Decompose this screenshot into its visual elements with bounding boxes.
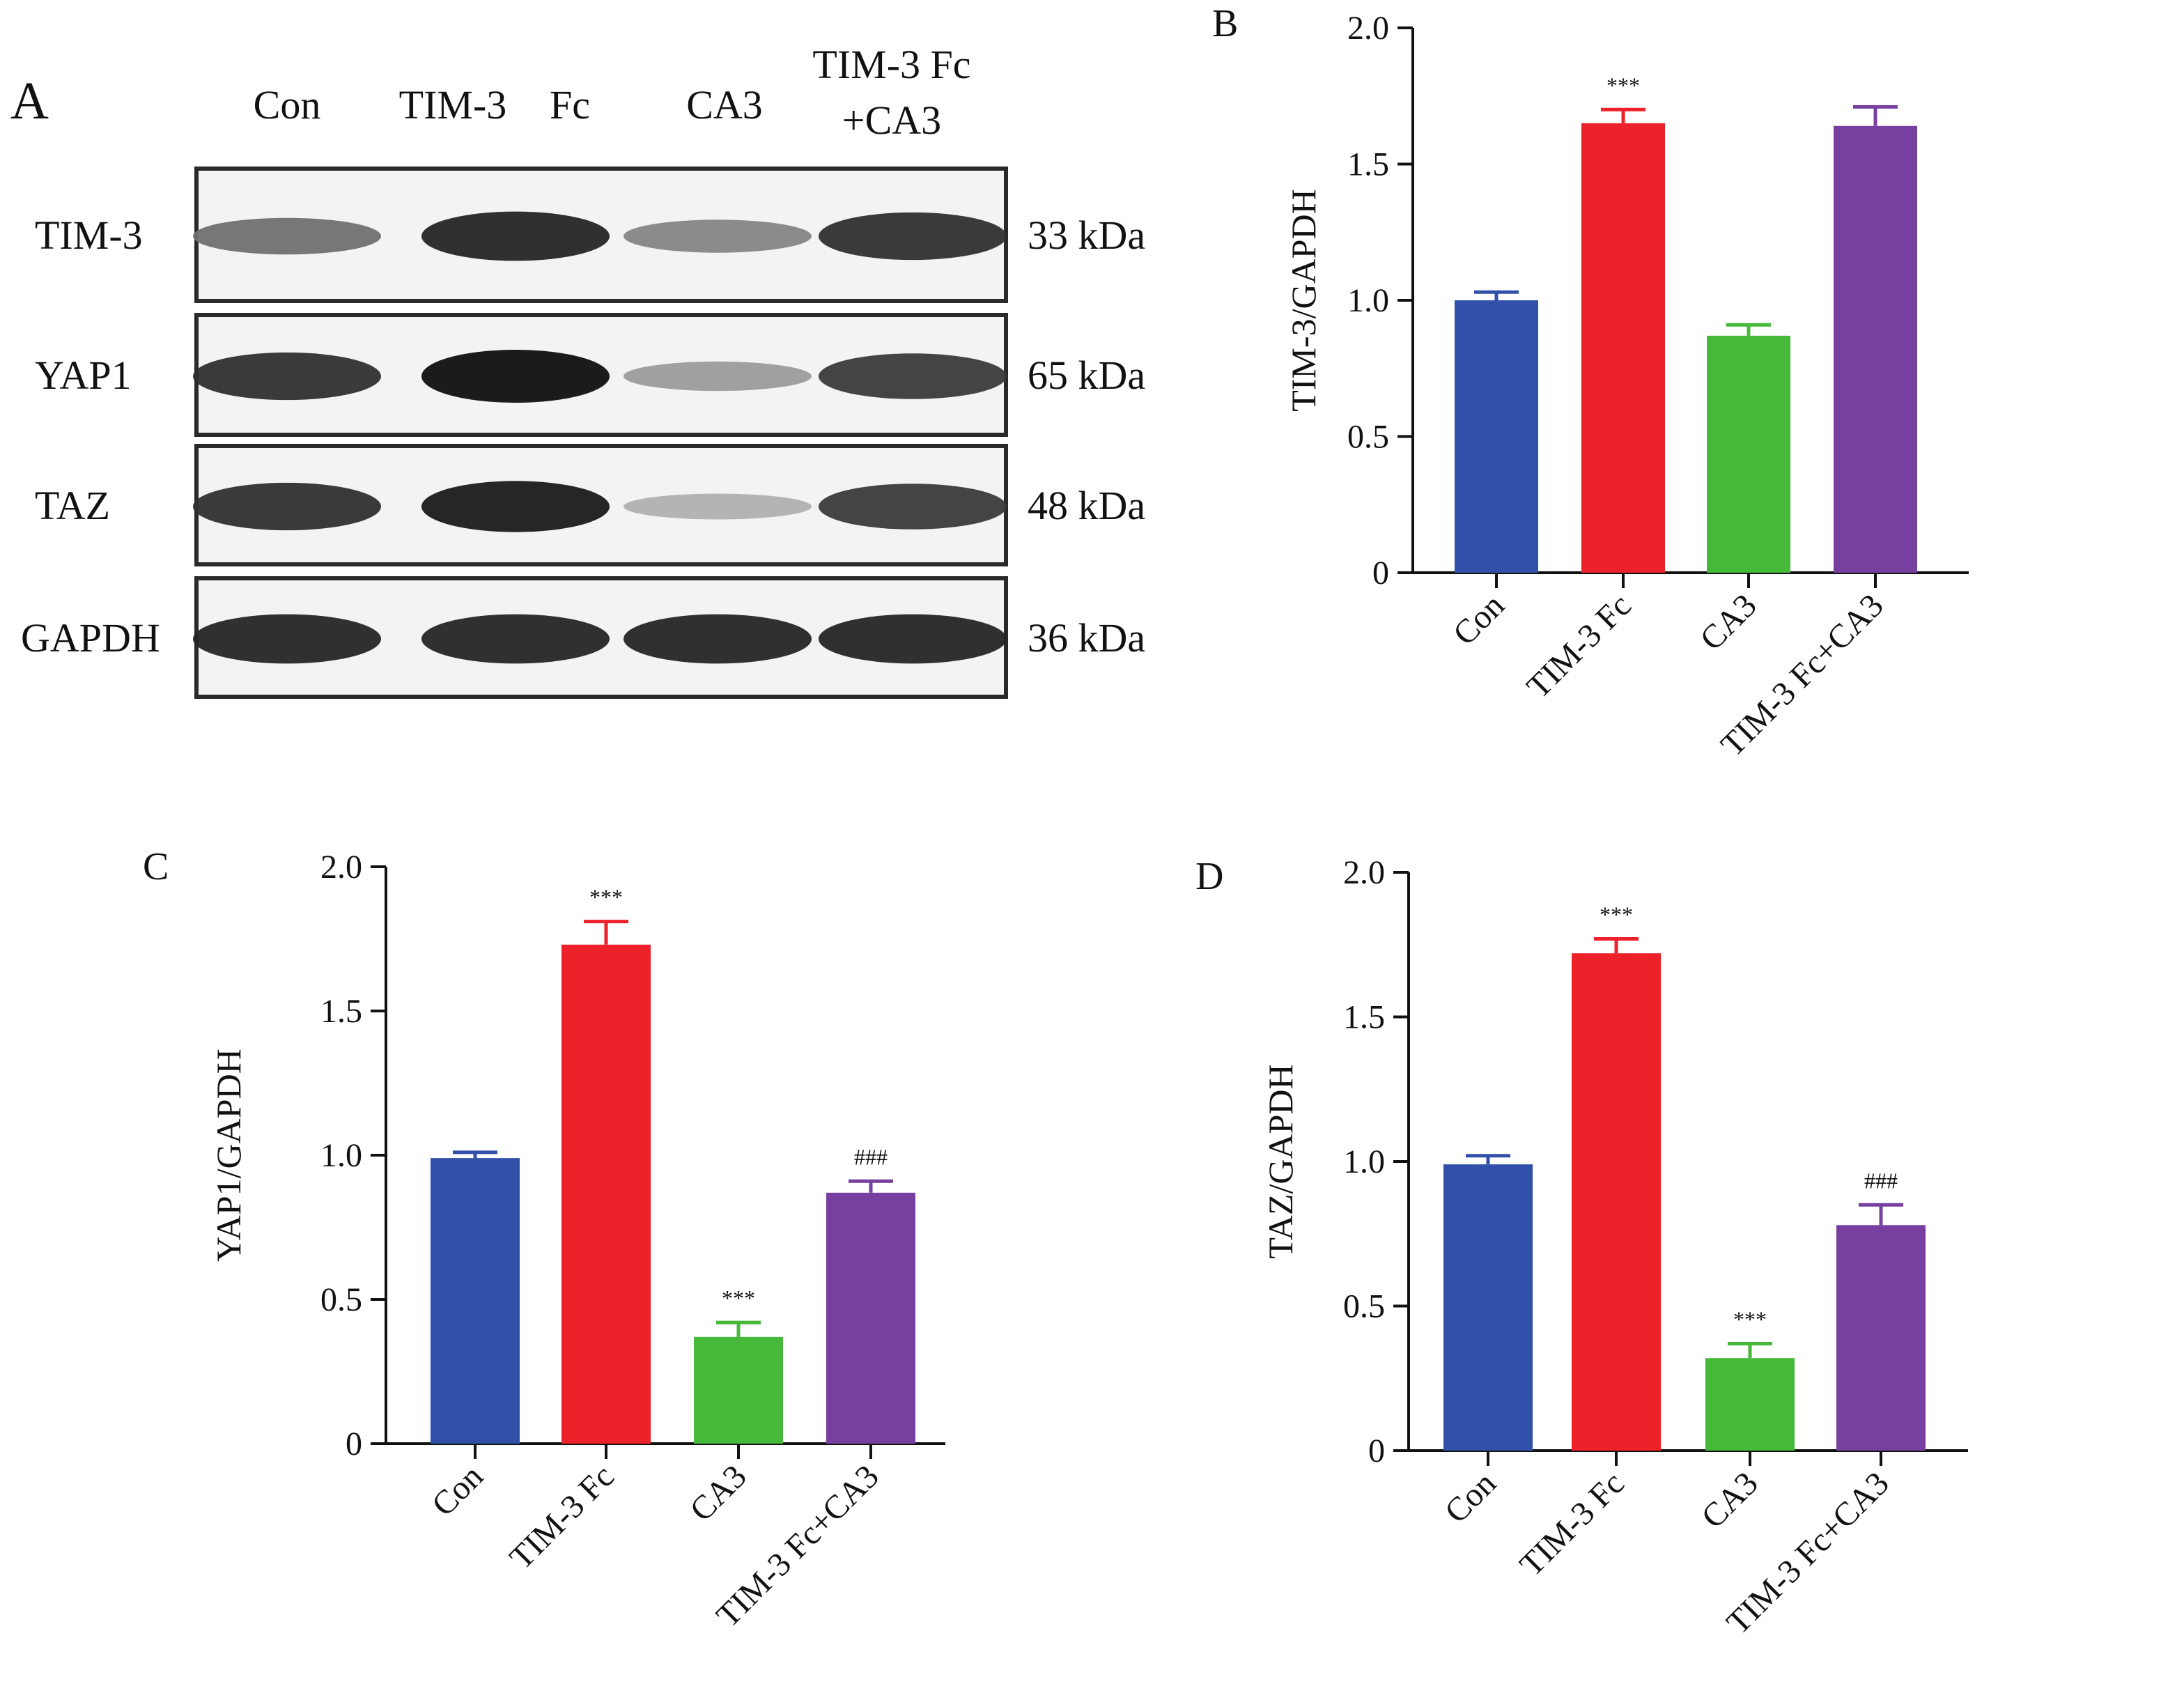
blot-band bbox=[193, 482, 381, 531]
bar bbox=[694, 1336, 783, 1444]
size-label: 48 kDa bbox=[1028, 483, 1145, 528]
y-tick-label: 2.0 bbox=[320, 849, 362, 886]
lane-label: +CA3 bbox=[842, 98, 941, 143]
x-tick-label: TIM-3 Fc bbox=[1512, 1465, 1631, 1583]
bar bbox=[431, 1158, 520, 1444]
protein-label: YAP1 bbox=[35, 353, 132, 398]
y-tick-label: 1.0 bbox=[1347, 282, 1389, 319]
bar bbox=[562, 944, 651, 1444]
lane-label: TIM-3 bbox=[399, 82, 507, 128]
size-label: 65 kDa bbox=[1028, 353, 1145, 398]
x-tick-label: CA3 bbox=[1694, 1465, 1765, 1536]
x-tick-label: TIM-3 Fc bbox=[1519, 587, 1638, 705]
blot-band bbox=[819, 484, 1007, 530]
size-label: 36 kDa bbox=[1028, 615, 1145, 661]
blot-band bbox=[193, 217, 381, 255]
blot-band bbox=[624, 219, 812, 253]
x-tick-label: CA3 bbox=[1693, 587, 1764, 658]
y-axis-label: TAZ/GAPDH bbox=[1261, 1064, 1300, 1258]
western-blot-panel: Con TIM-3 Fc CA3 TIM-3 Fc +CA3 TIM-3 33 kDa YAP1… bbox=[21, 42, 1145, 699]
y-tick-label: 2.0 bbox=[1343, 854, 1385, 891]
blot-band bbox=[819, 212, 1007, 261]
bar bbox=[1455, 300, 1538, 573]
significance-label: *** bbox=[1600, 902, 1633, 927]
panel-label-a: A bbox=[10, 72, 49, 130]
blot-band bbox=[193, 352, 381, 401]
panel-label-c: C bbox=[143, 845, 169, 888]
y-tick-label: 1.0 bbox=[1343, 1143, 1385, 1180]
bar bbox=[1836, 1225, 1926, 1451]
y-tick-label: 2.0 bbox=[1347, 10, 1389, 47]
significance-label: *** bbox=[1733, 1306, 1767, 1331]
y-tick-label: 0.5 bbox=[320, 1281, 362, 1318]
x-tick-label: CA3 bbox=[683, 1458, 754, 1529]
panel-label-d: D bbox=[1195, 855, 1223, 898]
blot-band bbox=[421, 614, 610, 664]
significance-label: *** bbox=[1606, 72, 1640, 98]
x-tick-label: Con bbox=[1446, 587, 1512, 652]
blot-band bbox=[421, 481, 610, 532]
bar-chart-yap1: 0 0.5 1.0 1.5 2.0 YAP1/GAPDH Con *** TIM-3 Fc ***… bbox=[209, 849, 945, 1635]
protein-label: GAPDH bbox=[21, 615, 160, 661]
significance-label: ### bbox=[1864, 1168, 1898, 1193]
bar-chart-taz: 0 0.5 1.0 1.5 2.0 TAZ/GAPDH Con *** TIM-3 Fc *** C… bbox=[1261, 854, 1968, 1642]
significance-label: *** bbox=[589, 885, 623, 910]
blot-band bbox=[193, 614, 381, 664]
lane-label: Con bbox=[254, 82, 321, 128]
significance-label: ### bbox=[854, 1144, 888, 1169]
x-tick-label: Con bbox=[1438, 1465, 1503, 1530]
blot-band bbox=[819, 614, 1007, 664]
bar-chart-tim3: 0 0.5 1.0 1.5 2.0 TIM-3/GAPDH Con *** TIM-3 Fc CA… bbox=[1284, 10, 1969, 764]
lane-label: CA3 bbox=[686, 82, 763, 128]
lane-label: Fc bbox=[550, 82, 590, 128]
protein-label: TAZ bbox=[35, 483, 110, 528]
blot-band bbox=[819, 353, 1007, 399]
y-tick-label: 0 bbox=[1372, 555, 1389, 592]
bar bbox=[1443, 1164, 1533, 1451]
bar bbox=[1581, 123, 1665, 573]
y-axis-label: YAP1/GAPDH bbox=[209, 1049, 248, 1262]
y-tick-label: 0.5 bbox=[1347, 419, 1389, 456]
y-tick-label: 1.5 bbox=[320, 993, 362, 1030]
x-tick-label: TIM-3 Fc bbox=[502, 1458, 621, 1576]
y-tick-label: 1.5 bbox=[1347, 146, 1389, 183]
y-tick-label: 0 bbox=[1368, 1433, 1385, 1469]
panel-label-b: B bbox=[1212, 2, 1238, 45]
y-tick-label: 1.0 bbox=[320, 1137, 362, 1174]
size-label: 33 kDa bbox=[1028, 213, 1145, 258]
bar bbox=[826, 1192, 915, 1444]
y-tick-label: 0.5 bbox=[1343, 1288, 1385, 1325]
blot-band bbox=[421, 211, 610, 261]
y-axis-label: TIM-3/GAPDH bbox=[1284, 189, 1323, 411]
bar bbox=[1705, 1358, 1795, 1451]
bar bbox=[1572, 953, 1661, 1451]
blot-band bbox=[624, 614, 812, 664]
bar bbox=[1707, 335, 1790, 573]
lane-label: TIM-3 Fc bbox=[812, 42, 970, 87]
blot-band bbox=[624, 493, 812, 520]
y-tick-label: 1.5 bbox=[1343, 999, 1385, 1036]
significance-label: *** bbox=[722, 1285, 755, 1311]
blot-band bbox=[421, 350, 610, 403]
protein-label: TIM-3 bbox=[35, 213, 143, 258]
bar bbox=[1834, 125, 1917, 573]
y-tick-label: 0 bbox=[346, 1426, 362, 1462]
x-tick-label: Con bbox=[425, 1458, 490, 1523]
blot-band bbox=[624, 361, 812, 392]
